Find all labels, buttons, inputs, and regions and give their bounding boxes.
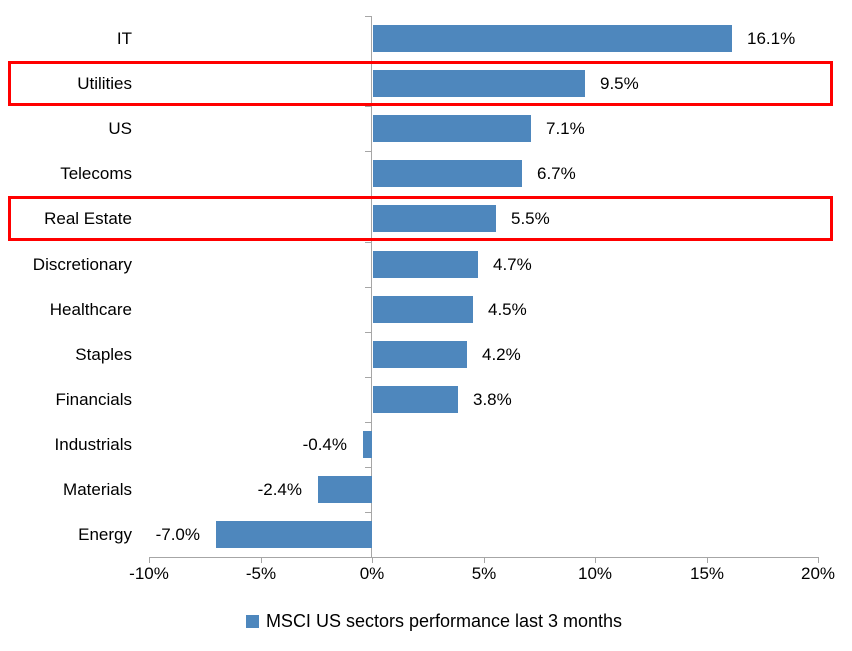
- category-label-telecoms: Telecoms: [60, 164, 132, 183]
- value-axis-tick: [149, 557, 150, 564]
- category-axis-tick: [365, 512, 372, 513]
- bar-utilities: [373, 70, 585, 97]
- category-label-staples: Staples: [75, 345, 132, 364]
- legend: MSCI US sectors performance last 3 month…: [16, 610, 852, 632]
- value-label-it: 16.1%: [747, 29, 796, 48]
- x-tick-label--10-: -10%: [129, 564, 169, 583]
- bar-us: [373, 115, 531, 142]
- category-label-energy: Energy: [78, 525, 132, 544]
- category-axis-tick: [365, 242, 372, 243]
- value-label-staples: 4.2%: [482, 345, 521, 364]
- category-axis-tick: [365, 106, 372, 107]
- value-axis-tick: [484, 557, 485, 564]
- bar-financials: [373, 386, 458, 413]
- x-tick-label-10-: 10%: [577, 564, 613, 583]
- category-label-real-estate: Real Estate: [44, 209, 132, 228]
- value-label-industrials: -0.4%: [302, 435, 347, 454]
- category-axis-tick: [365, 377, 372, 378]
- x-tick-label--5-: -5%: [245, 564, 277, 583]
- category-axis-tick: [365, 557, 372, 558]
- category-label-healthcare: Healthcare: [49, 300, 132, 319]
- highlight-box-utilities: [8, 61, 833, 106]
- highlight-box-real-estate: [8, 196, 833, 241]
- value-label-us: 7.1%: [546, 119, 585, 138]
- value-label-healthcare: 4.5%: [488, 300, 527, 319]
- value-label-financials: 3.8%: [473, 390, 512, 409]
- x-tick-label-15-: 15%: [689, 564, 725, 583]
- category-label-discretionary: Discretionary: [32, 255, 132, 274]
- category-axis-tick: [365, 422, 372, 423]
- value-label-telecoms: 6.7%: [537, 164, 576, 183]
- x-tick-label-0-: 0%: [359, 564, 385, 583]
- category-label-it: IT: [116, 29, 132, 48]
- legend-marker-icon: [245, 614, 259, 628]
- value-axis-tick: [818, 557, 819, 564]
- category-label-utilities: Utilities: [77, 74, 132, 93]
- value-axis-tick: [372, 557, 373, 564]
- category-label-us: US: [108, 119, 132, 138]
- x-tick-label-20-: 20%: [800, 564, 836, 583]
- value-label-energy: -7.0%: [155, 525, 200, 544]
- bar-telecoms: [373, 160, 522, 187]
- bar-real-estate: [373, 205, 496, 232]
- category-axis-tick: [365, 287, 372, 288]
- bar-energy: [216, 521, 372, 548]
- category-axis-tick: [365, 332, 372, 333]
- value-label-utilities: 9.5%: [600, 74, 639, 93]
- x-tick-label-5-: 5%: [471, 564, 497, 583]
- category-label-industrials: Industrials: [54, 435, 132, 454]
- value-axis-tick: [261, 557, 262, 564]
- value-axis-tick: [595, 557, 596, 564]
- bar-materials: [318, 476, 372, 503]
- bar-discretionary: [373, 251, 478, 278]
- category-label-materials: Materials: [63, 480, 132, 499]
- category-axis-tick: [365, 467, 372, 468]
- value-label-materials: -2.4%: [257, 480, 302, 499]
- bar-industrials: [363, 431, 372, 458]
- category-axis-tick: [365, 16, 372, 17]
- legend-label: MSCI US sectors performance last 3 month…: [265, 611, 623, 631]
- category-axis-line: [371, 16, 372, 557]
- value-label-discretionary: 4.7%: [493, 255, 532, 274]
- bar-it: [373, 25, 732, 52]
- bar-healthcare: [373, 296, 473, 323]
- value-axis-tick: [707, 557, 708, 564]
- category-axis-tick: [365, 151, 372, 152]
- category-label-financials: Financials: [55, 390, 132, 409]
- value-label-real-estate: 5.5%: [511, 209, 550, 228]
- bar-staples: [373, 341, 467, 368]
